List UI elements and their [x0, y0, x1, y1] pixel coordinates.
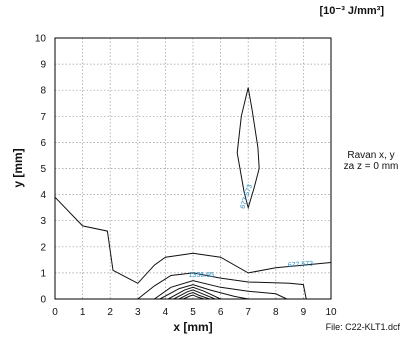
x-tick-label: 7	[245, 307, 251, 318]
y-tick-label: 0	[40, 295, 46, 306]
y-tick-label: 8	[40, 86, 46, 97]
y-tick-label: 9	[40, 60, 46, 71]
contour-line	[167, 286, 221, 300]
contour-line	[173, 289, 216, 300]
plot-frame	[54, 37, 332, 300]
contour-line	[159, 284, 249, 300]
y-tick-label: 5	[40, 164, 46, 175]
y-tick-label: 1	[40, 268, 46, 279]
x-axis-title: x [mm]	[173, 320, 212, 334]
x-tick-label: 1	[80, 307, 86, 318]
x-tick-label: 4	[163, 307, 169, 318]
plane-note-line-2: za z = 0 mm	[343, 161, 399, 172]
plane-note-line-1: Ravan x, y	[347, 150, 395, 161]
y-tick-label: 2	[40, 242, 46, 253]
y-tick-label: 4	[40, 190, 46, 201]
contour-value-label: 677.573	[288, 260, 314, 269]
y-axis-title: y [mm]	[11, 148, 25, 187]
x-tick-label: 3	[135, 307, 141, 318]
contour-line	[178, 291, 210, 300]
y-tick-label: 10	[35, 34, 47, 45]
contour-line	[154, 280, 288, 300]
y-tick-label: 3	[40, 216, 46, 227]
contour-line	[236, 87, 260, 210]
x-tick-label: 8	[273, 307, 279, 318]
contour-line	[137, 272, 307, 300]
units-label: [10⁻³ J/mm³]	[319, 5, 385, 17]
x-tick-label: 2	[107, 307, 113, 318]
x-tick-label: 10	[325, 307, 337, 318]
contour-line	[54, 196, 332, 284]
contour-lines	[54, 87, 332, 300]
contour-line	[183, 294, 205, 300]
contour-value-label: 1356.65	[189, 272, 214, 279]
file-label: File: C22-KLT1.dcf	[325, 322, 400, 332]
grid	[55, 38, 331, 299]
y-tick-label: 7	[40, 112, 46, 123]
x-tick-label: 9	[301, 307, 307, 318]
plane-note: Ravan x, y za z = 0 mm	[338, 150, 404, 172]
x-tick-label: 6	[218, 307, 224, 318]
tick-labels: 0 1 2 3 4 5 6 7 8 9 10 0 1 2 3 4 5 6 7 8 9 10	[35, 34, 337, 319]
x-tick-label: 5	[190, 307, 196, 318]
y-tick-label: 6	[40, 138, 46, 149]
x-tick-label: 0	[52, 307, 58, 318]
